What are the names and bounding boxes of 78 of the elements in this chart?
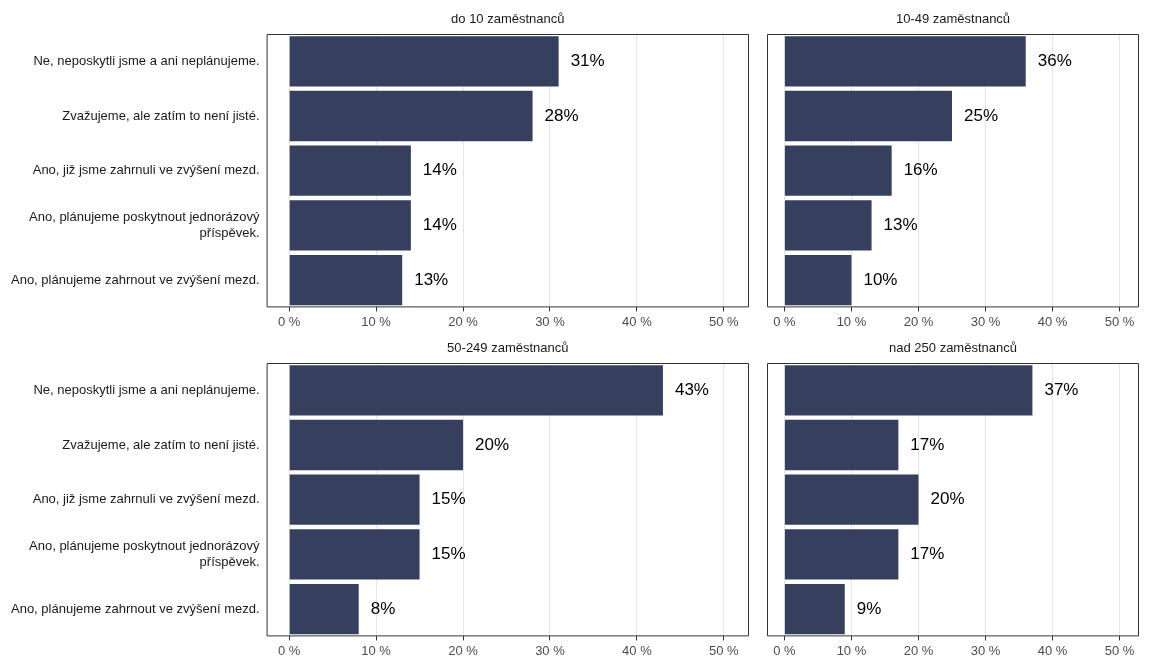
chart-title: 50-249 zaměstnanců	[447, 340, 569, 356]
x-tick-label: 30 %	[970, 313, 1001, 329]
bar	[289, 145, 411, 196]
x-tick-label: 0 %	[277, 313, 301, 329]
data-label: 20%	[930, 489, 965, 509]
x-tick-label: 0 %	[773, 642, 797, 657]
data-label: 16%	[903, 160, 938, 180]
data-label: 8%	[370, 598, 396, 618]
x-tick-label: 50 %	[1104, 642, 1135, 657]
x-tick-label: 20 %	[903, 642, 934, 657]
y-tick-label: Ne, neposkytli jsme a ani neplánujeme.	[33, 52, 260, 68]
x-tick-label: 50 %	[1104, 313, 1135, 329]
x-tick-label: 10 %	[361, 313, 392, 329]
bar	[289, 90, 533, 142]
bar	[784, 90, 952, 142]
data-label: 17%	[910, 544, 945, 564]
bar	[289, 254, 403, 306]
bar	[289, 583, 359, 635]
y-tick-label: Zvažujeme, ale zatím to není jisté.	[62, 436, 260, 452]
y-tick-label: Ano, již jsme zahrnuli ve zvýšení mezd.	[32, 491, 260, 507]
bar	[784, 365, 1033, 416]
x-tick-label: 30 %	[970, 642, 1001, 657]
x-tick-label: 10 %	[836, 313, 867, 329]
bar	[289, 419, 464, 471]
bar	[289, 200, 411, 251]
data-label: 14%	[422, 215, 457, 235]
bar	[784, 254, 852, 306]
chart-title: nad 250 zaměstnanců	[889, 340, 1017, 356]
bar	[784, 583, 845, 635]
bar	[289, 36, 559, 87]
bar	[289, 365, 663, 416]
chart-title: 10-49 zaměstnanců	[895, 11, 1011, 27]
x-tick-label: 50 %	[708, 313, 740, 329]
x-tick-label: 30 %	[535, 642, 566, 657]
data-label: 15%	[431, 489, 466, 509]
data-label: 25%	[963, 105, 999, 125]
data-label: 10%	[863, 269, 898, 289]
bar	[289, 529, 420, 580]
y-tick-label: Ano, plánujeme poskytnout jednorázový příspěvek.	[29, 538, 261, 569]
data-label: 9%	[856, 598, 882, 618]
y-tick-label: Ano, plánujeme zahrnout ve zvýšení mezd.	[10, 600, 260, 616]
x-tick-label: 40 %	[622, 313, 653, 329]
data-label: 13%	[414, 269, 449, 289]
x-tick-label: 20 %	[903, 313, 934, 329]
data-label: 37%	[1044, 380, 1079, 400]
bar	[784, 145, 892, 196]
data-label: 43%	[674, 380, 709, 400]
x-tick-label: 20 %	[448, 642, 479, 657]
bar	[784, 200, 872, 251]
data-label: 36%	[1037, 51, 1072, 71]
x-tick-label: 10 %	[361, 642, 392, 657]
y-tick-label: Ne, neposkytli jsme a ani neplánujeme.	[33, 381, 260, 397]
bar	[784, 474, 919, 525]
x-tick-label: 40 %	[622, 642, 653, 657]
x-tick-label: 10 %	[836, 642, 867, 657]
bar	[784, 36, 1026, 87]
data-label: 17%	[910, 434, 945, 454]
bar	[784, 419, 899, 471]
chart-title: do 10 zaměstnanců	[451, 11, 565, 27]
bar	[784, 529, 899, 580]
y-tick-label: Zvažujeme, ale zatím to není jisté.	[62, 107, 260, 123]
x-tick-label: 0 %	[277, 642, 301, 657]
data-label: 13%	[883, 215, 918, 235]
x-tick-label: 50 %	[708, 642, 740, 657]
y-tick-label: Ano, již jsme zahrnuli ve zvýšení mezd.	[32, 162, 260, 178]
x-tick-label: 30 %	[535, 313, 566, 329]
data-label: 15%	[431, 544, 466, 564]
data-label: 31%	[570, 51, 605, 71]
x-tick-label: 0 %	[773, 313, 797, 329]
x-tick-label: 40 %	[1037, 642, 1068, 657]
data-label: 28%	[544, 105, 579, 125]
bar	[289, 474, 420, 525]
y-tick-label: Ano, plánujeme poskytnout jednorázový příspěvek.	[29, 209, 261, 240]
data-label: 20%	[475, 434, 510, 454]
x-tick-label: 40 %	[1037, 313, 1068, 329]
data-label: 14%	[422, 160, 457, 180]
y-tick-label: Ano, plánujeme zahrnout ve zvýšení mezd.	[10, 271, 260, 287]
x-tick-label: 20 %	[448, 313, 479, 329]
